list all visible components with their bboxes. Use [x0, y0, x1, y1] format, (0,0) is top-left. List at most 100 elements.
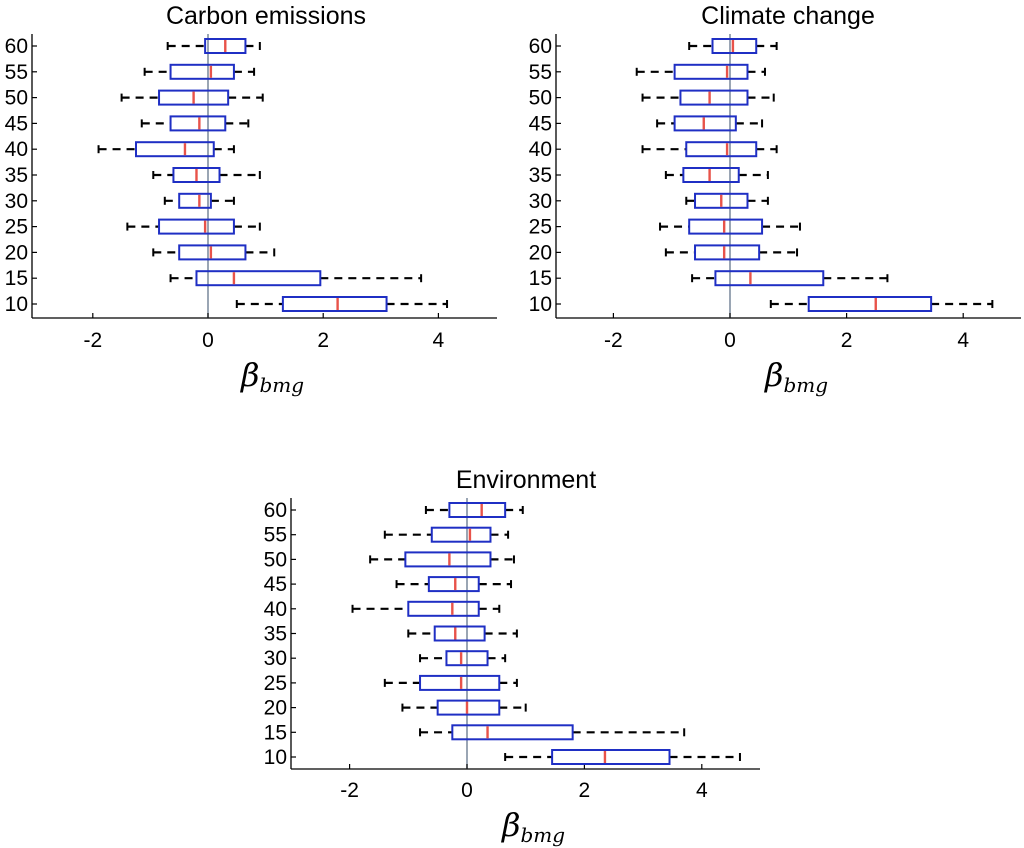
box-30 [163, 192, 235, 209]
iqr-box [433, 625, 486, 642]
iqr-box [407, 600, 480, 617]
box-35 [152, 167, 261, 183]
box-20 [401, 699, 527, 716]
box-55 [635, 63, 766, 80]
y-tick-label: 60 [5, 35, 28, 58]
box-55 [143, 63, 256, 80]
x-tick-label: -2 [340, 779, 359, 802]
iqr-box [551, 749, 671, 765]
iqr-box [419, 674, 501, 691]
y-tick-label: 50 [264, 548, 287, 571]
iqr-box [445, 650, 489, 667]
y-tick-label: 30 [5, 190, 28, 213]
y-tick-label: 30 [529, 190, 552, 213]
box-30 [685, 192, 769, 209]
x-tick-label: -2 [604, 329, 623, 352]
iqr-box [448, 502, 507, 518]
iqr-box [436, 699, 501, 716]
x-axis-label-subscript: bmg [783, 373, 828, 397]
iqr-box [158, 89, 230, 106]
x-tick-label: 2 [579, 779, 591, 802]
x-axis-label: βbmg [764, 356, 828, 397]
y-tick-label: 20 [5, 241, 28, 264]
iqr-box [711, 38, 758, 54]
box-60 [688, 38, 778, 54]
y-tick-label: 60 [529, 35, 552, 58]
y-tick-label: 15 [264, 721, 287, 744]
box-40 [351, 600, 501, 617]
box-50 [641, 89, 775, 106]
box-55 [383, 526, 510, 543]
y-tick-label: 15 [5, 267, 28, 290]
y-tick-label: 10 [5, 293, 28, 316]
chart-title: Carbon emissions [166, 2, 366, 30]
box-15 [691, 270, 889, 287]
x-tick-label: 2 [317, 329, 329, 352]
iqr-box [172, 167, 221, 183]
box-35 [664, 167, 769, 183]
box-40 [641, 141, 778, 158]
iqr-box [178, 192, 212, 209]
iqr-box [204, 38, 247, 54]
iqr-box [281, 296, 388, 312]
iqr-box [688, 218, 764, 235]
x-axis-label-subscript: bmg [259, 373, 304, 397]
box-25 [659, 218, 801, 235]
chart-title: Climate change [701, 2, 875, 30]
iqr-box [682, 167, 740, 183]
y-tick-label: 20 [529, 241, 552, 264]
iqr-box [673, 115, 737, 132]
y-tick-label: 35 [264, 623, 287, 646]
box-10 [235, 296, 449, 312]
y-tick-label: 55 [529, 61, 552, 84]
box-35 [407, 625, 518, 642]
box-20 [152, 244, 276, 261]
y-tick-label: 25 [529, 216, 552, 239]
iqr-box [178, 244, 247, 261]
x-axis-label: βbmg [240, 356, 304, 397]
box-10 [769, 296, 994, 312]
iqr-box [685, 141, 758, 158]
y-tick-label: 45 [529, 112, 552, 135]
iqr-box [135, 141, 215, 158]
iqr-box [807, 296, 933, 312]
box-25 [383, 674, 518, 691]
x-tick-label: -2 [83, 329, 102, 352]
box-25 [126, 218, 261, 235]
iqr-box [694, 192, 749, 209]
box-15 [169, 270, 423, 287]
y-tick-label: 40 [5, 138, 28, 161]
box-60 [166, 38, 261, 54]
chart-title: Environment [456, 466, 596, 494]
box-30 [419, 650, 507, 667]
iqr-box [679, 89, 749, 106]
y-tick-label: 10 [529, 293, 552, 316]
y-tick-label: 45 [5, 112, 28, 135]
y-tick-label: 60 [264, 499, 287, 522]
x-tick-label: 4 [696, 779, 708, 802]
y-tick-label: 55 [5, 61, 28, 84]
y-tick-label: 35 [529, 164, 552, 187]
y-tick-label: 40 [529, 138, 552, 161]
y-tick-label: 45 [264, 573, 287, 596]
iqr-box [427, 576, 480, 593]
x-tick-label: 0 [724, 329, 736, 352]
box-20 [664, 244, 799, 261]
box-45 [140, 115, 250, 132]
iqr-box [404, 551, 492, 568]
y-tick-label: 20 [264, 697, 287, 720]
iqr-box [673, 63, 749, 80]
box-40 [97, 141, 235, 158]
y-tick-label: 10 [264, 746, 287, 769]
iqr-box [714, 270, 825, 287]
x-axis-label-subscript: bmg [520, 823, 565, 847]
x-axis-label: βbmg [501, 806, 565, 847]
x-tick-label: 0 [202, 329, 214, 352]
x-tick-label: 4 [957, 329, 969, 352]
x-tick-label: 2 [841, 329, 853, 352]
box-45 [656, 115, 764, 132]
x-tick-label: 4 [433, 329, 445, 352]
